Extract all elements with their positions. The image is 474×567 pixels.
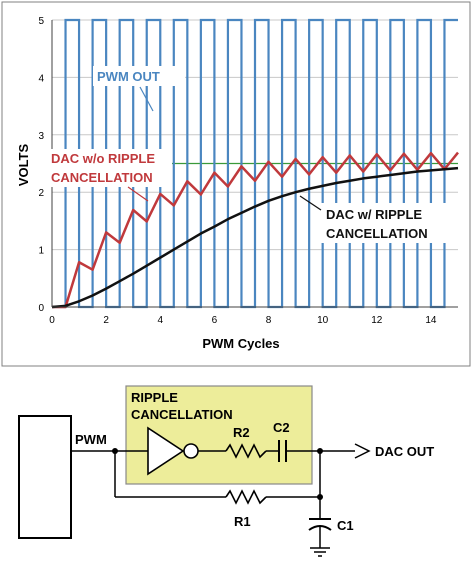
inverter-bubble (183, 443, 199, 459)
annotation-dac-with-line2: CANCELLATION (326, 226, 428, 241)
series-dac-with-ripple-cancellation (51, 166, 459, 309)
series-dac-without-ripple-cancellation (52, 151, 459, 309)
x-tick-label-0: 0 (49, 315, 55, 326)
dac-out-label: DAC OUT (375, 444, 434, 459)
y-tick-label-4: 4 (38, 73, 44, 84)
x-tick-label-6: 12 (371, 315, 383, 326)
ripple-box-line2: CANCELLATION (131, 407, 233, 422)
y-tick-label-1: 1 (38, 246, 44, 257)
y-tick-label-2: 2 (38, 188, 44, 199)
annotation-pwm-out-bg (93, 66, 185, 86)
x-tick-label-3: 6 (212, 315, 218, 326)
capacitor-c1-plate2 (308, 525, 332, 531)
r1-label: R1 (234, 514, 251, 529)
c1-label: C1 (337, 518, 354, 533)
annotation-pwm-out-text: PWM OUT (97, 69, 160, 84)
resistor-r2-icon (225, 443, 267, 459)
circuit-diagram: RIPPLE CANCELLATION PWM R2 C2 DAC OUT R1… (18, 385, 434, 557)
x-tick-label-4: 8 (266, 315, 272, 326)
annotation-dac-with-bg (321, 203, 449, 243)
resistor-r1-icon (225, 489, 267, 505)
annotation-dac-without-line2: CANCELLATION (51, 170, 153, 185)
annotation-dac-without-line1: DAC w/o RIPPLE (51, 151, 155, 166)
x-tick-label-1: 2 (103, 315, 109, 326)
annotation-dac-with-line1: DAC w/ RIPPLE (326, 207, 422, 222)
junction-pwm (112, 448, 118, 454)
y-tick-label-0: 0 (38, 303, 44, 314)
annotation-dac-with-leader (299, 195, 322, 211)
x-tick-label-2: 4 (157, 315, 163, 326)
junction-r1 (317, 494, 323, 500)
r2-label: R2 (233, 425, 250, 440)
pwm-source-block (18, 415, 72, 539)
y-tick-label-5: 5 (38, 16, 44, 27)
annotation-pwm-out: PWM OUT (93, 66, 185, 112)
output-arrow-icon (354, 443, 371, 459)
y-axis-label: VOLTS (16, 143, 31, 186)
annotation-dac-without-leader (127, 186, 149, 202)
annotation-dac-without-bg (47, 149, 172, 187)
junction-out (317, 448, 323, 454)
x-axis-label: PWM Cycles (202, 336, 279, 351)
pwm-label: PWM (75, 432, 107, 447)
y-tick-label-3: 3 (38, 131, 44, 142)
annotation-pwm-out-leader (139, 86, 154, 112)
inverter-icon (147, 426, 185, 476)
x-tick-label-7: 14 (425, 315, 437, 326)
x-tick-label-5: 10 (317, 315, 329, 326)
annotation-dac-without-ripple: DAC w/o RIPPLE CANCELLATION (47, 149, 172, 202)
c2-label: C2 (273, 420, 290, 435)
ripple-box-line1: RIPPLE (131, 390, 178, 405)
annotation-dac-with-ripple: DAC w/ RIPPLE CANCELLATION (299, 195, 449, 243)
